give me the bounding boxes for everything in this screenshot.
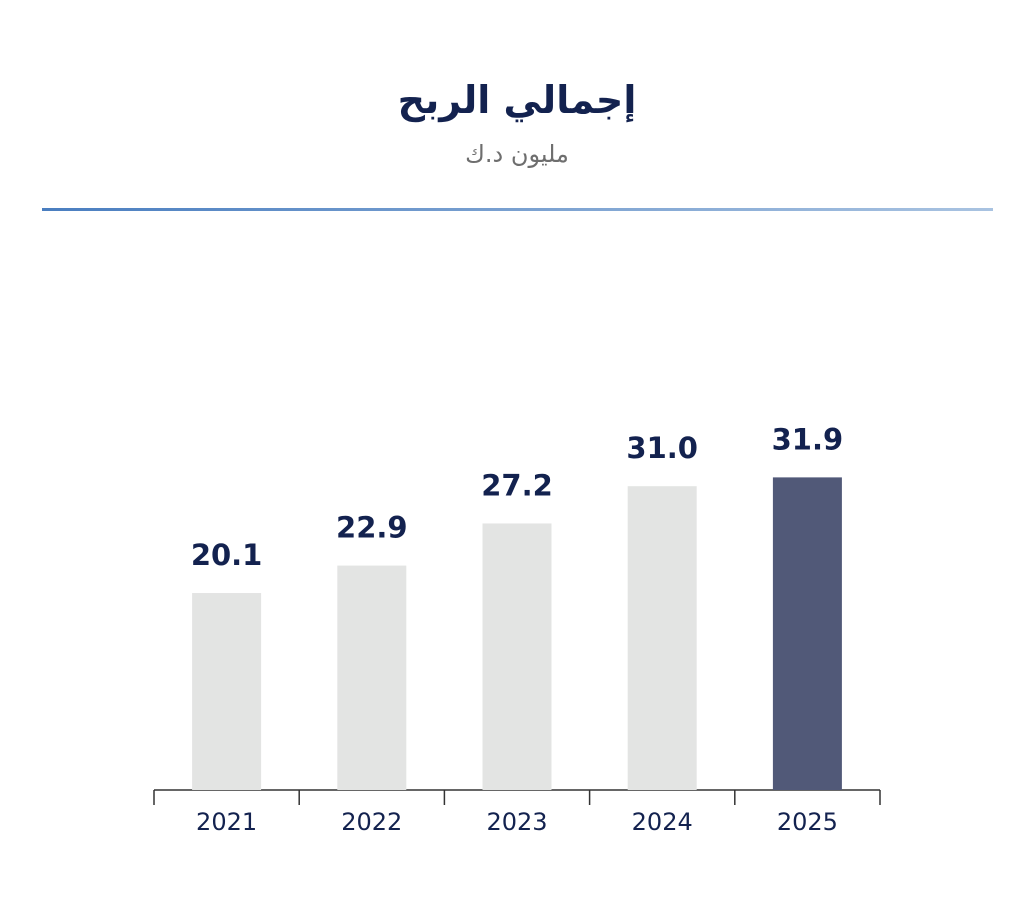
value-label-2023: 27.2 xyxy=(481,468,553,502)
value-label-2024: 31.0 xyxy=(626,431,698,465)
bar-2025 xyxy=(772,477,842,790)
value-label-2021: 20.1 xyxy=(191,538,263,572)
x-tick-label-2022: 2022 xyxy=(341,808,402,836)
header-divider xyxy=(42,208,993,211)
x-tick-label-2024: 2024 xyxy=(632,808,693,836)
bar-2021 xyxy=(192,593,262,790)
x-tick-label-2021: 2021 xyxy=(196,808,257,836)
bar-2022 xyxy=(337,565,407,790)
chart-subtitle: مليون د.ك xyxy=(465,140,569,168)
chart-title: إجمالي الربح xyxy=(397,78,637,122)
value-label-2025: 31.9 xyxy=(772,422,844,456)
x-tick-label-2023: 2023 xyxy=(486,808,547,836)
x-tick-label-2025: 2025 xyxy=(777,808,838,836)
bar-2024 xyxy=(627,486,697,790)
value-label-2022: 22.9 xyxy=(336,511,408,545)
bar-2023 xyxy=(482,523,552,790)
